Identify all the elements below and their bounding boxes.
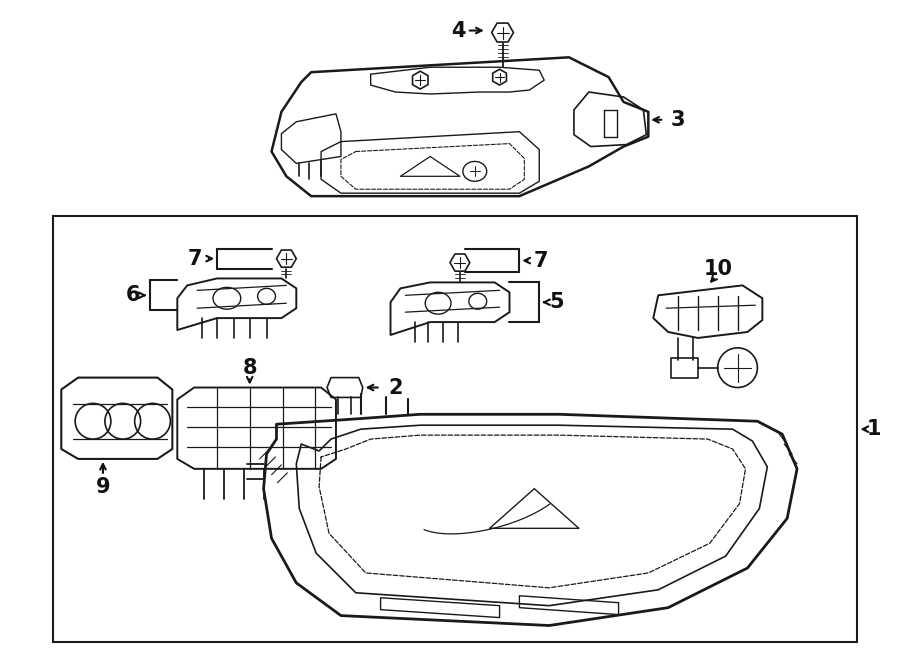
Text: 7: 7: [534, 251, 548, 271]
Text: 6: 6: [125, 285, 140, 305]
Text: 3: 3: [670, 110, 685, 130]
Text: 5: 5: [550, 292, 564, 312]
Text: 4: 4: [451, 21, 465, 40]
Text: 10: 10: [703, 259, 733, 279]
Text: 9: 9: [95, 477, 110, 496]
Text: 2: 2: [388, 377, 402, 397]
Text: 1: 1: [868, 419, 882, 439]
Text: 7: 7: [188, 249, 202, 269]
Text: 8: 8: [242, 357, 256, 378]
